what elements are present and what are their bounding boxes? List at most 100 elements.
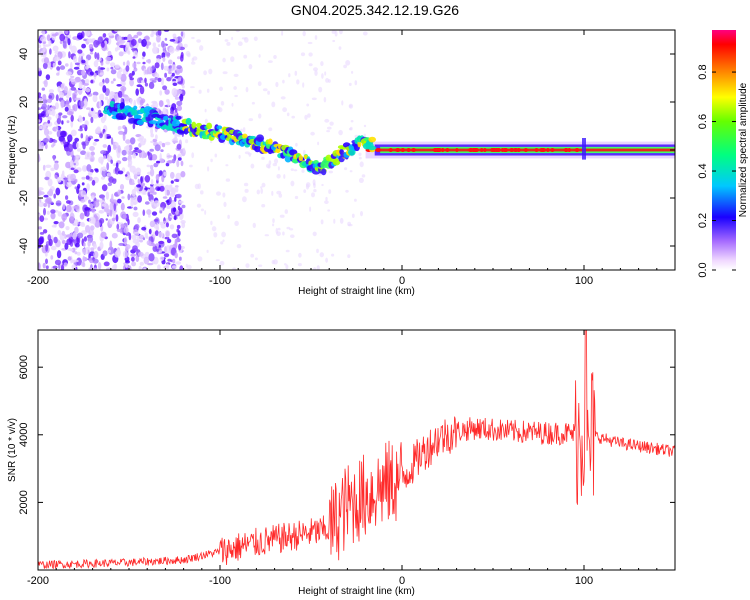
- noise-speck: [109, 240, 113, 249]
- noise-speck: [38, 92, 42, 97]
- noise-speck: [303, 189, 307, 194]
- noise-speck: [92, 142, 97, 146]
- noise-speck: [83, 86, 86, 91]
- noise-speck: [349, 126, 353, 131]
- noise-speck: [73, 205, 80, 210]
- noise-speck: [94, 51, 98, 60]
- ridge-blob: [148, 120, 158, 125]
- noise-speck: [58, 112, 63, 116]
- noise-speck: [43, 44, 46, 53]
- noise-speck: [295, 142, 298, 147]
- doppler-ridge: [102, 100, 377, 176]
- noise-speck: [150, 179, 154, 186]
- noise-speck: [189, 164, 193, 168]
- noise-speck: [54, 56, 61, 62]
- noise-speck: [140, 150, 146, 159]
- noise-speck: [91, 107, 94, 112]
- heatmap-y-tick-label: 0: [18, 147, 30, 153]
- noise-speck: [85, 88, 91, 93]
- colorbar-tick-label: 0.2: [697, 213, 709, 228]
- noise-speck: [87, 240, 91, 247]
- noise-speck: [244, 188, 249, 193]
- noise-speck: [78, 117, 84, 123]
- noise-speck: [55, 187, 61, 196]
- noise-speck: [99, 72, 105, 76]
- noise-speck: [62, 40, 67, 49]
- noise-speck: [286, 112, 290, 117]
- noise-speck: [144, 175, 151, 183]
- noise-speck: [187, 53, 191, 58]
- noise-speck: [181, 85, 185, 89]
- noise-speck: [172, 258, 176, 264]
- noise-speck: [140, 182, 146, 187]
- noise-speck: [170, 110, 174, 115]
- snr-x-tick-label: -200: [27, 575, 49, 587]
- noise-speck: [153, 184, 158, 187]
- band-peak: [503, 148, 509, 152]
- carrier-band: [365, 138, 675, 160]
- noise-speck: [51, 144, 54, 148]
- noise-speck: [82, 142, 86, 150]
- noise-speck: [77, 183, 81, 189]
- noise-speck: [155, 35, 161, 43]
- noise-speck: [149, 148, 154, 152]
- noise-speck: [67, 134, 73, 143]
- noise-speck: [148, 152, 153, 161]
- noise-speck: [271, 101, 276, 108]
- noise-speck: [215, 259, 220, 262]
- noise-speck: [348, 223, 353, 227]
- noise-speck: [174, 240, 178, 249]
- noise-speck: [45, 197, 52, 204]
- noise-speck: [65, 226, 70, 231]
- noise-speck: [69, 159, 74, 167]
- noise-speck: [217, 106, 221, 112]
- noise-speck: [102, 85, 107, 93]
- noise-speck: [164, 236, 170, 240]
- noise-speck: [107, 144, 112, 153]
- noise-speck: [144, 232, 148, 239]
- noise-speck: [61, 213, 68, 221]
- noise-speck: [47, 98, 52, 104]
- noise-speck: [112, 264, 117, 270]
- noise-speck: [159, 256, 165, 261]
- noise-speck: [338, 129, 343, 136]
- noise-speck: [293, 169, 298, 172]
- noise-speck: [311, 97, 317, 101]
- noise-speck: [243, 182, 249, 187]
- noise-speck: [66, 200, 71, 204]
- noise-speck: [258, 113, 262, 119]
- noise-speck: [47, 116, 52, 121]
- noise-speck: [196, 39, 202, 43]
- noise-speck: [231, 36, 234, 41]
- band-peak: [534, 148, 539, 152]
- noise-speck: [86, 164, 92, 172]
- noise-speck: [139, 239, 144, 243]
- noise-speck: [111, 232, 118, 239]
- noise-speck: [162, 85, 168, 91]
- noise-speck: [66, 234, 72, 238]
- noise-speck: [92, 115, 99, 119]
- noise-speck: [52, 265, 58, 269]
- noise-speck: [338, 46, 342, 50]
- noise-speck: [341, 100, 344, 106]
- noise-speck: [62, 139, 66, 145]
- heatmap-y-tick-label: 20: [18, 96, 30, 108]
- noise-speck: [166, 238, 172, 244]
- noise-speck: [131, 261, 137, 267]
- noise-speck: [164, 89, 170, 95]
- noise-speck: [298, 252, 302, 258]
- noise-speck: [321, 183, 324, 187]
- noise-speck: [191, 152, 195, 159]
- noise-speck: [119, 39, 126, 44]
- noise-speck: [55, 32, 59, 36]
- noise-speck: [132, 123, 136, 130]
- noise-speck: [48, 238, 53, 247]
- noise-speck: [135, 167, 142, 175]
- noise-speck: [183, 147, 186, 153]
- noise-speck: [125, 260, 130, 264]
- noise-speck: [91, 217, 96, 225]
- noise-speck: [76, 257, 82, 266]
- noise-speck: [93, 72, 97, 77]
- noise-speck: [126, 60, 130, 67]
- noise-speck: [150, 127, 154, 135]
